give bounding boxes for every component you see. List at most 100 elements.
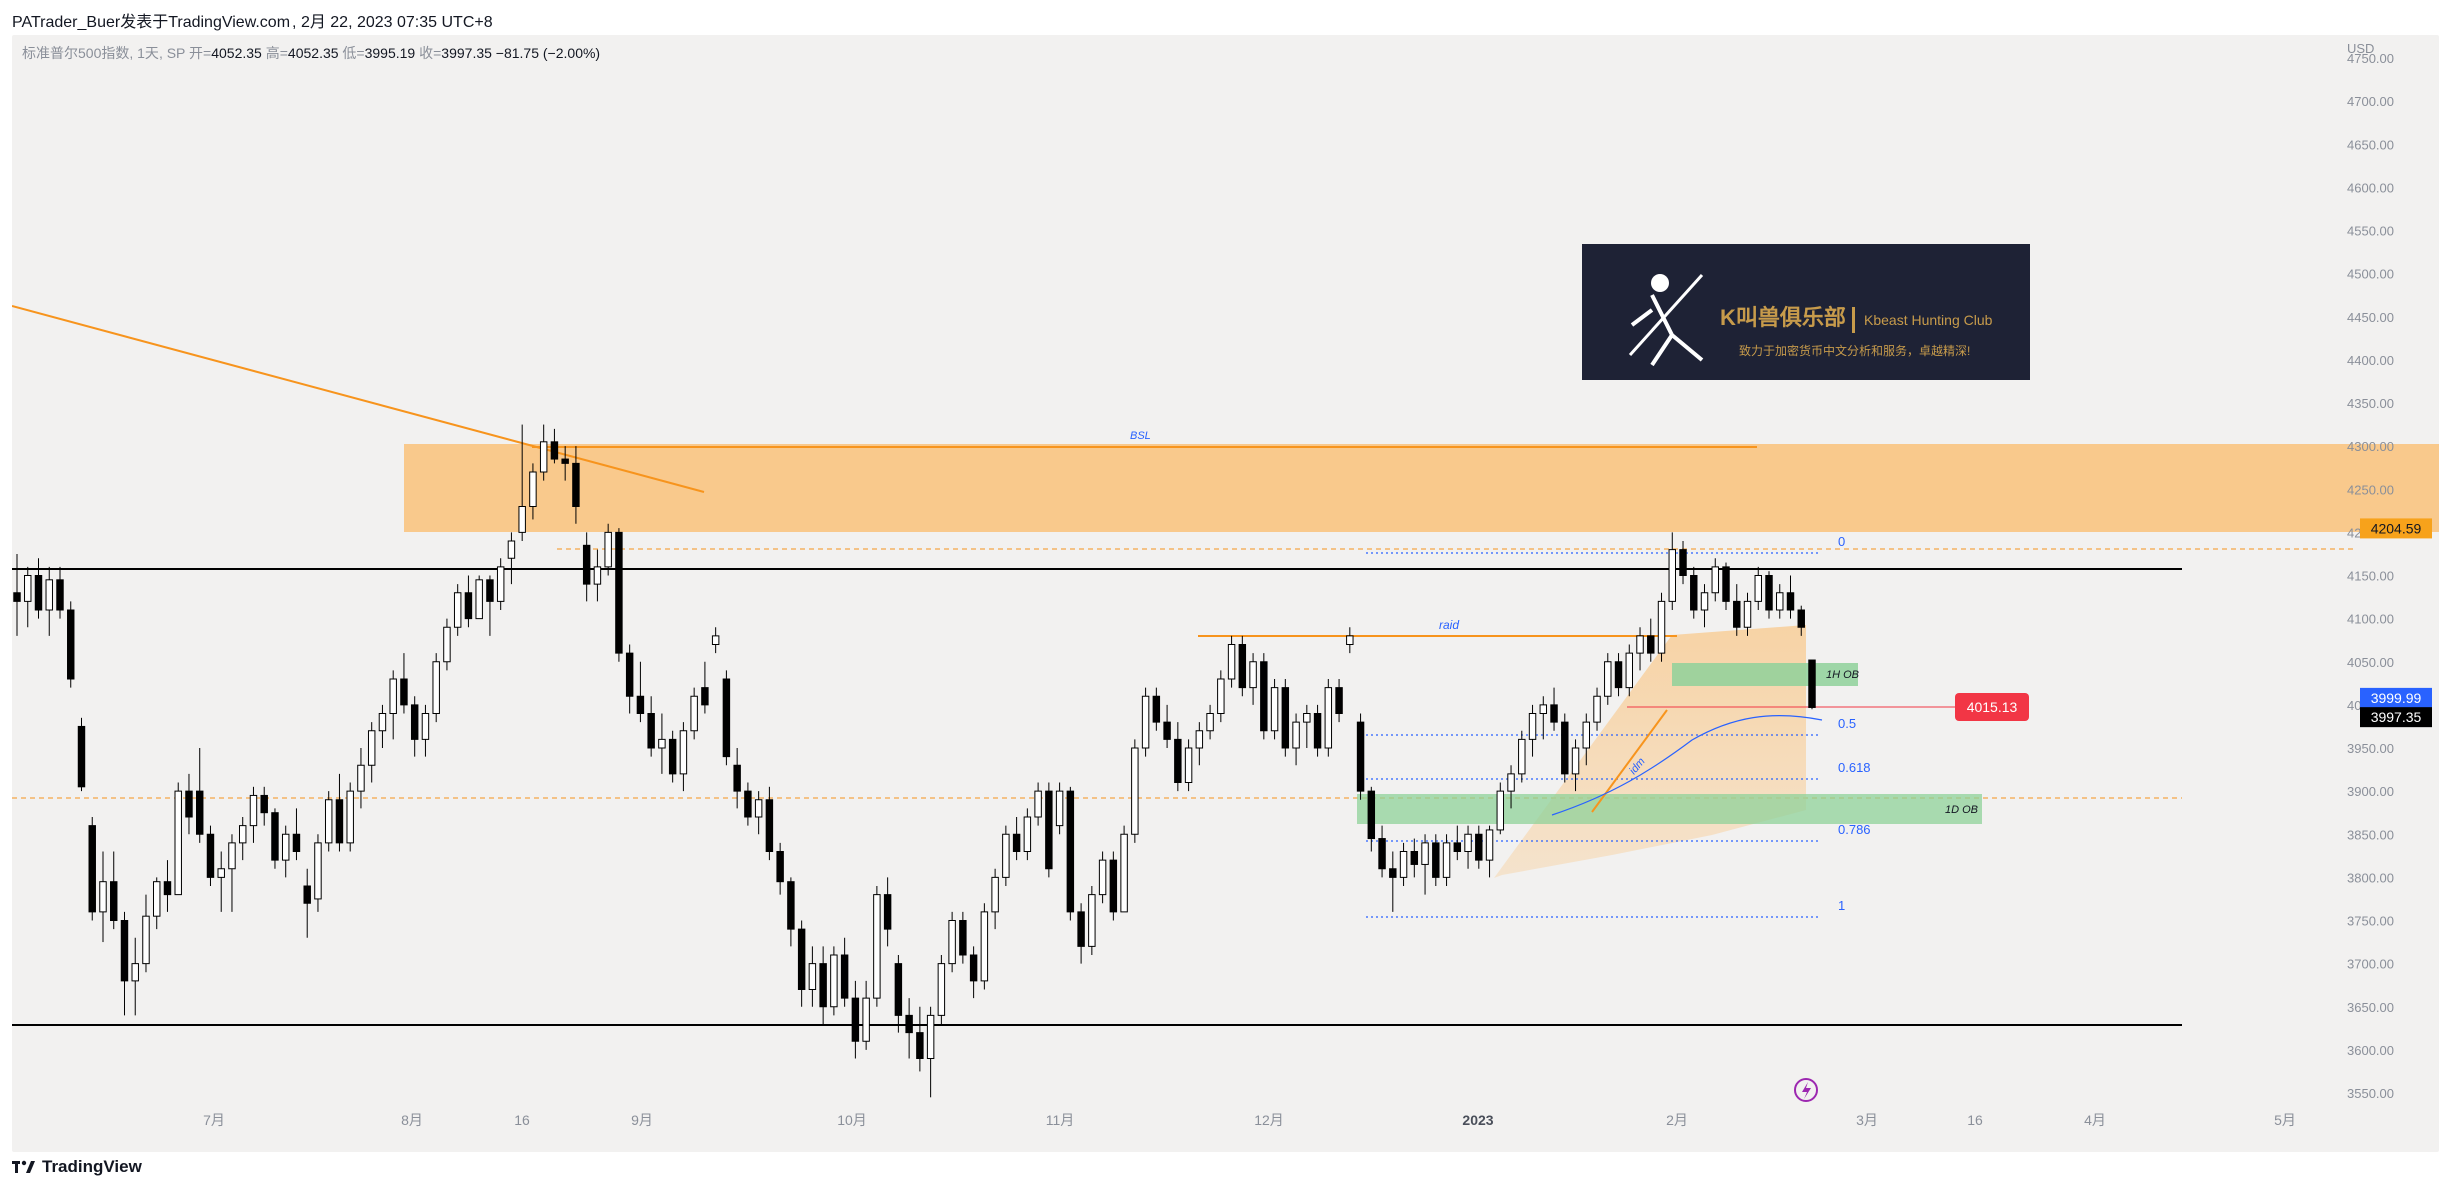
candle-bull[interactable] xyxy=(658,738,666,749)
candle-bear[interactable] xyxy=(1797,609,1805,628)
candle-bull[interactable] xyxy=(830,954,838,1008)
candle-bull[interactable] xyxy=(808,963,817,990)
candle-bear[interactable] xyxy=(1561,721,1569,775)
candle-bear[interactable] xyxy=(1152,695,1161,723)
candle-bull[interactable] xyxy=(131,963,139,982)
lightning-icon[interactable] xyxy=(1794,1078,1818,1102)
candle-bear[interactable] xyxy=(260,794,268,814)
candle-bear[interactable] xyxy=(722,678,731,758)
candle-bear[interactable] xyxy=(34,575,43,611)
candle-bear[interactable] xyxy=(335,799,344,844)
candle-bear[interactable] xyxy=(615,531,623,654)
candle-bear[interactable] xyxy=(647,713,655,749)
candle-bull[interactable] xyxy=(1442,842,1451,878)
candle-bull[interactable] xyxy=(991,876,999,913)
candle-bear[interactable] xyxy=(572,462,580,507)
candle-bull[interactable] xyxy=(948,920,956,965)
candle-bear[interactable] xyxy=(1313,713,1322,749)
candle-bear[interactable] xyxy=(1679,549,1687,576)
candle-bear[interactable] xyxy=(1335,687,1343,714)
candle-bull[interactable] xyxy=(1507,773,1515,792)
candle-bull[interactable] xyxy=(346,790,354,844)
candle-bull[interactable] xyxy=(174,790,182,896)
candle-bull[interactable] xyxy=(593,566,602,585)
candle-bull[interactable] xyxy=(1217,678,1225,714)
candle-bull[interactable] xyxy=(604,531,612,568)
candle-bear[interactable] xyxy=(1174,738,1182,783)
candle-bull[interactable] xyxy=(421,713,430,740)
candle-bull[interactable] xyxy=(281,833,290,861)
candle-bull[interactable] xyxy=(1528,713,1537,740)
bsl-supply-zone[interactable] xyxy=(404,444,2439,532)
candle-bull[interactable] xyxy=(1421,842,1429,865)
candle-bear[interactable] xyxy=(1786,592,1795,611)
candle-bear[interactable] xyxy=(776,851,784,883)
candle-bull[interactable] xyxy=(937,963,946,1016)
candle-bear[interactable] xyxy=(185,790,193,818)
candle-bear[interactable] xyxy=(668,738,677,775)
candle-bull[interactable] xyxy=(1098,859,1107,896)
candle-bear[interactable] xyxy=(67,609,75,680)
price-axis[interactable]: USD 4750.00 4700.00 4650.00 4600.00 4550.00 4… xyxy=(2347,41,2394,1101)
candle-bull[interactable] xyxy=(1636,635,1644,654)
idm-move-line[interactable] xyxy=(1591,709,1668,813)
candle-bear[interactable] xyxy=(701,687,709,706)
candle-bull[interactable] xyxy=(926,1014,935,1059)
candle-bull[interactable] xyxy=(142,915,150,965)
candle-bear[interactable] xyxy=(905,1014,913,1034)
candle-bear[interactable] xyxy=(196,790,204,835)
candle-bull[interactable] xyxy=(873,894,881,999)
candle-bear[interactable] xyxy=(1550,704,1558,723)
candle-bear[interactable] xyxy=(292,833,301,852)
candle-bear[interactable] xyxy=(163,881,172,896)
candle-bear[interactable] xyxy=(1012,833,1021,852)
candle-bull[interactable] xyxy=(1657,600,1666,654)
candle-bull[interactable] xyxy=(1668,549,1676,602)
tradingview-footer[interactable]: TradingView xyxy=(12,1155,142,1179)
candlestick-series[interactable] xyxy=(13,424,1816,1098)
candle-bear[interactable] xyxy=(851,997,860,1042)
candle-bull[interactable] xyxy=(238,825,247,844)
candle-bear[interactable] xyxy=(1808,659,1816,708)
candle-bear[interactable] xyxy=(120,920,129,982)
candle-bull[interactable] xyxy=(1776,592,1784,611)
candle-bull[interactable] xyxy=(1593,695,1601,723)
candle-bear[interactable] xyxy=(1378,838,1386,870)
candle-bull[interactable] xyxy=(1184,747,1193,783)
candle-bull[interactable] xyxy=(1464,833,1472,852)
candle-bull[interactable] xyxy=(754,799,763,818)
candle-bear[interactable] xyxy=(636,695,645,714)
candle-bear[interactable] xyxy=(464,592,473,620)
candle-bear[interactable] xyxy=(110,881,118,921)
candle-bull[interactable] xyxy=(367,730,376,766)
candle-bear[interactable] xyxy=(916,1032,924,1059)
candle-bull[interactable] xyxy=(1625,652,1634,689)
candle-bull[interactable] xyxy=(1141,695,1150,749)
candle-bear[interactable] xyxy=(410,704,419,740)
candle-bear[interactable] xyxy=(1432,842,1440,878)
candle-bull[interactable] xyxy=(1023,816,1032,852)
candle-bear[interactable] xyxy=(1690,575,1698,611)
candle-bull[interactable] xyxy=(529,471,537,507)
candle-bull[interactable] xyxy=(389,678,397,714)
candle-bull[interactable] xyxy=(690,695,698,732)
candle-bull[interactable] xyxy=(1518,738,1526,775)
candle-bull[interactable] xyxy=(1700,592,1709,611)
candle-bear[interactable] xyxy=(1367,790,1376,840)
candle-bear[interactable] xyxy=(969,954,978,982)
candle-bear[interactable] xyxy=(56,579,64,611)
candle-bull[interactable] xyxy=(45,579,53,611)
candle-bear[interactable] xyxy=(1453,842,1462,852)
price-chart[interactable]: 标准普尔500指数, 1天, SP 开=4052.35 高=4052.35 低=… xyxy=(12,35,2439,1152)
candle-bull[interactable] xyxy=(1120,833,1128,913)
candle-bull[interactable] xyxy=(1055,790,1064,827)
candle-bull[interactable] xyxy=(1034,790,1042,818)
candle-bull[interactable] xyxy=(1292,721,1300,749)
candle-bear[interactable] xyxy=(625,652,634,697)
candle-bull[interactable] xyxy=(862,997,870,1042)
candle-bull[interactable] xyxy=(1249,661,1257,689)
candle-bear[interactable] xyxy=(787,881,795,930)
candle-bull[interactable] xyxy=(324,799,333,844)
candle-bull[interactable] xyxy=(1485,829,1494,861)
candle-bear[interactable] xyxy=(550,441,559,460)
